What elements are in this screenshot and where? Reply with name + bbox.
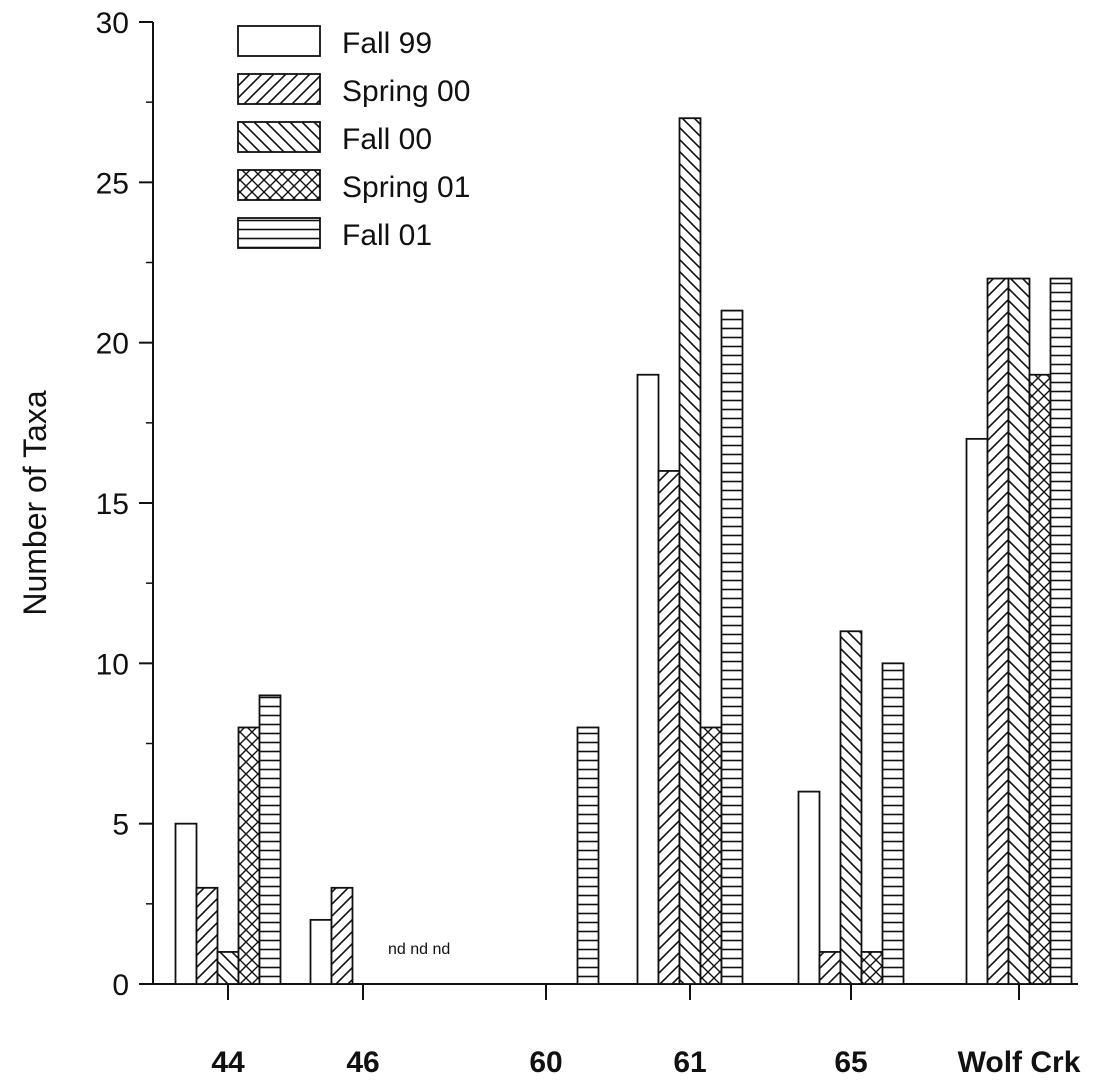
legend-label: Fall 00 xyxy=(342,123,432,156)
bar xyxy=(797,790,821,985)
x-category-label: 44 xyxy=(211,1046,245,1079)
bar xyxy=(1049,277,1073,985)
legend-swatch xyxy=(237,73,321,105)
legend-label: Fall 01 xyxy=(342,219,432,252)
bar xyxy=(965,437,989,985)
bar xyxy=(678,117,702,985)
y-tick-label: 0 xyxy=(112,969,129,1002)
y-tick-label: 10 xyxy=(96,648,129,681)
x-category-label: 60 xyxy=(529,1046,562,1079)
legend-label: Spring 01 xyxy=(342,171,470,204)
axes xyxy=(139,21,1078,1000)
bar xyxy=(720,309,744,985)
labels: 0 5 10 15 20 25 30 Number of Taxa 44 46 60 61 65 Wolf… xyxy=(17,7,1081,1079)
legend: Fall 99 Spring 00 Fall 00 Spring 01 Fall 01 xyxy=(237,25,470,252)
y-tick-label: 5 xyxy=(112,809,129,842)
x-category-label: 61 xyxy=(673,1046,706,1079)
bar xyxy=(986,277,1010,985)
legend-swatch xyxy=(237,169,321,201)
x-category-label: 65 xyxy=(834,1046,867,1079)
legend-swatch xyxy=(237,121,321,153)
x-category-label: Wolf Crk xyxy=(958,1046,1081,1079)
bar xyxy=(860,951,884,985)
annotation-label: nd nd nd xyxy=(388,941,450,958)
y-tick-label: 20 xyxy=(96,328,129,361)
bar xyxy=(576,726,600,985)
bar xyxy=(657,470,681,985)
bar xyxy=(699,726,723,985)
bar xyxy=(881,662,905,985)
y-axis-title: Number of Taxa xyxy=(17,390,53,616)
bar xyxy=(839,630,863,985)
bar xyxy=(258,694,282,985)
legend-label: Spring 00 xyxy=(342,75,470,108)
bar xyxy=(1007,277,1031,985)
bar xyxy=(1028,373,1052,985)
y-tick-label: 15 xyxy=(96,488,129,521)
bar xyxy=(309,918,333,985)
y-tick-label: 25 xyxy=(96,167,129,200)
bar xyxy=(237,726,261,985)
legend-swatch xyxy=(237,217,321,249)
bars xyxy=(174,117,1073,985)
bar xyxy=(195,886,219,985)
bar xyxy=(216,951,240,985)
legend-label: Fall 99 xyxy=(342,27,432,60)
bar xyxy=(818,951,842,985)
y-tick-label: 30 xyxy=(96,7,129,40)
bar xyxy=(636,373,660,985)
bar xyxy=(330,886,354,985)
x-category-label: 46 xyxy=(346,1046,379,1079)
bar xyxy=(174,822,198,985)
legend-swatch xyxy=(237,25,321,57)
